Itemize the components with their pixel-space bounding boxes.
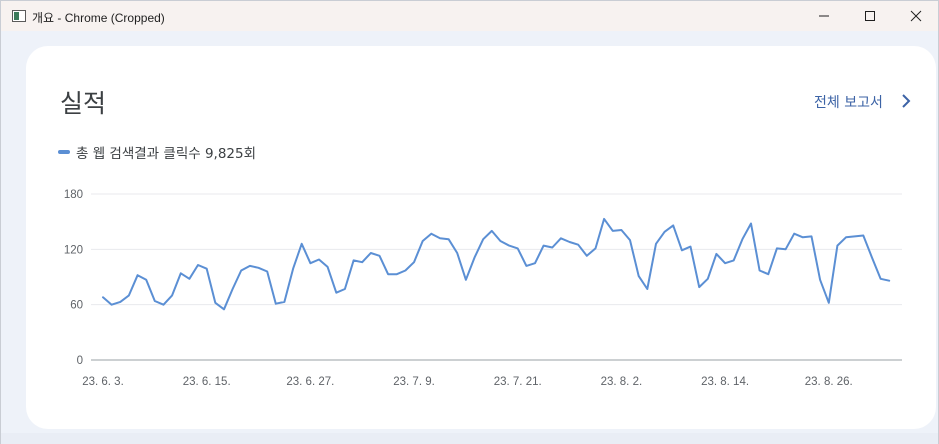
y-tick-label: 120 — [64, 244, 83, 256]
close-button[interactable] — [893, 1, 939, 31]
minimize-icon — [819, 15, 829, 17]
legend-label: 총 웹 검색결과 클릭수 9,825회 — [76, 146, 257, 162]
chevron-right-icon[interactable] — [900, 93, 912, 109]
close-icon — [910, 10, 922, 22]
performance-card: 실적 전체 보고서 총 웹 검색결과 클릭수 9,825회 — [26, 46, 936, 429]
window-bottom-edge — [1, 433, 938, 444]
x-tick-label: 23. 7. 21. — [494, 376, 542, 388]
x-tick-label: 23. 6. 3. — [82, 376, 124, 388]
x-tick-label: 23. 8. 26. — [805, 376, 853, 388]
x-tick-label: 23. 6. 27. — [286, 376, 334, 388]
chart-legend[interactable]: 총 웹 검색결과 클릭수 9,825회 — [58, 142, 256, 162]
card-title: 실적 — [60, 89, 107, 118]
window-title: 개요 - Chrome (Cropped) — [32, 11, 165, 25]
y-tick-label: 0 — [77, 355, 83, 367]
legend-swatch — [58, 150, 70, 154]
maximize-icon — [865, 11, 875, 21]
maximize-button[interactable] — [847, 1, 893, 31]
title-bar: 개요 - Chrome (Cropped) — [1, 1, 938, 31]
app-window-icon — [12, 10, 26, 22]
x-tick-label: 23. 6. 15. — [183, 376, 231, 388]
y-tick-label: 180 — [64, 189, 83, 201]
x-tick-label: 23. 8. 2. — [601, 376, 643, 388]
minimize-button[interactable] — [801, 1, 847, 31]
x-tick-label: 23. 7. 9. — [393, 376, 435, 388]
y-tick-label: 60 — [70, 300, 83, 312]
clicks-line-chart: 0 60 120 180 23. 6. 3. 23. 6. 15. 23. 6. 27. 23… — [64, 189, 902, 388]
x-tick-label: 23. 8. 14. — [701, 376, 749, 388]
series-line-clicks — [102, 217, 891, 311]
full-report-link[interactable]: 전체 보고서 — [814, 95, 883, 111]
